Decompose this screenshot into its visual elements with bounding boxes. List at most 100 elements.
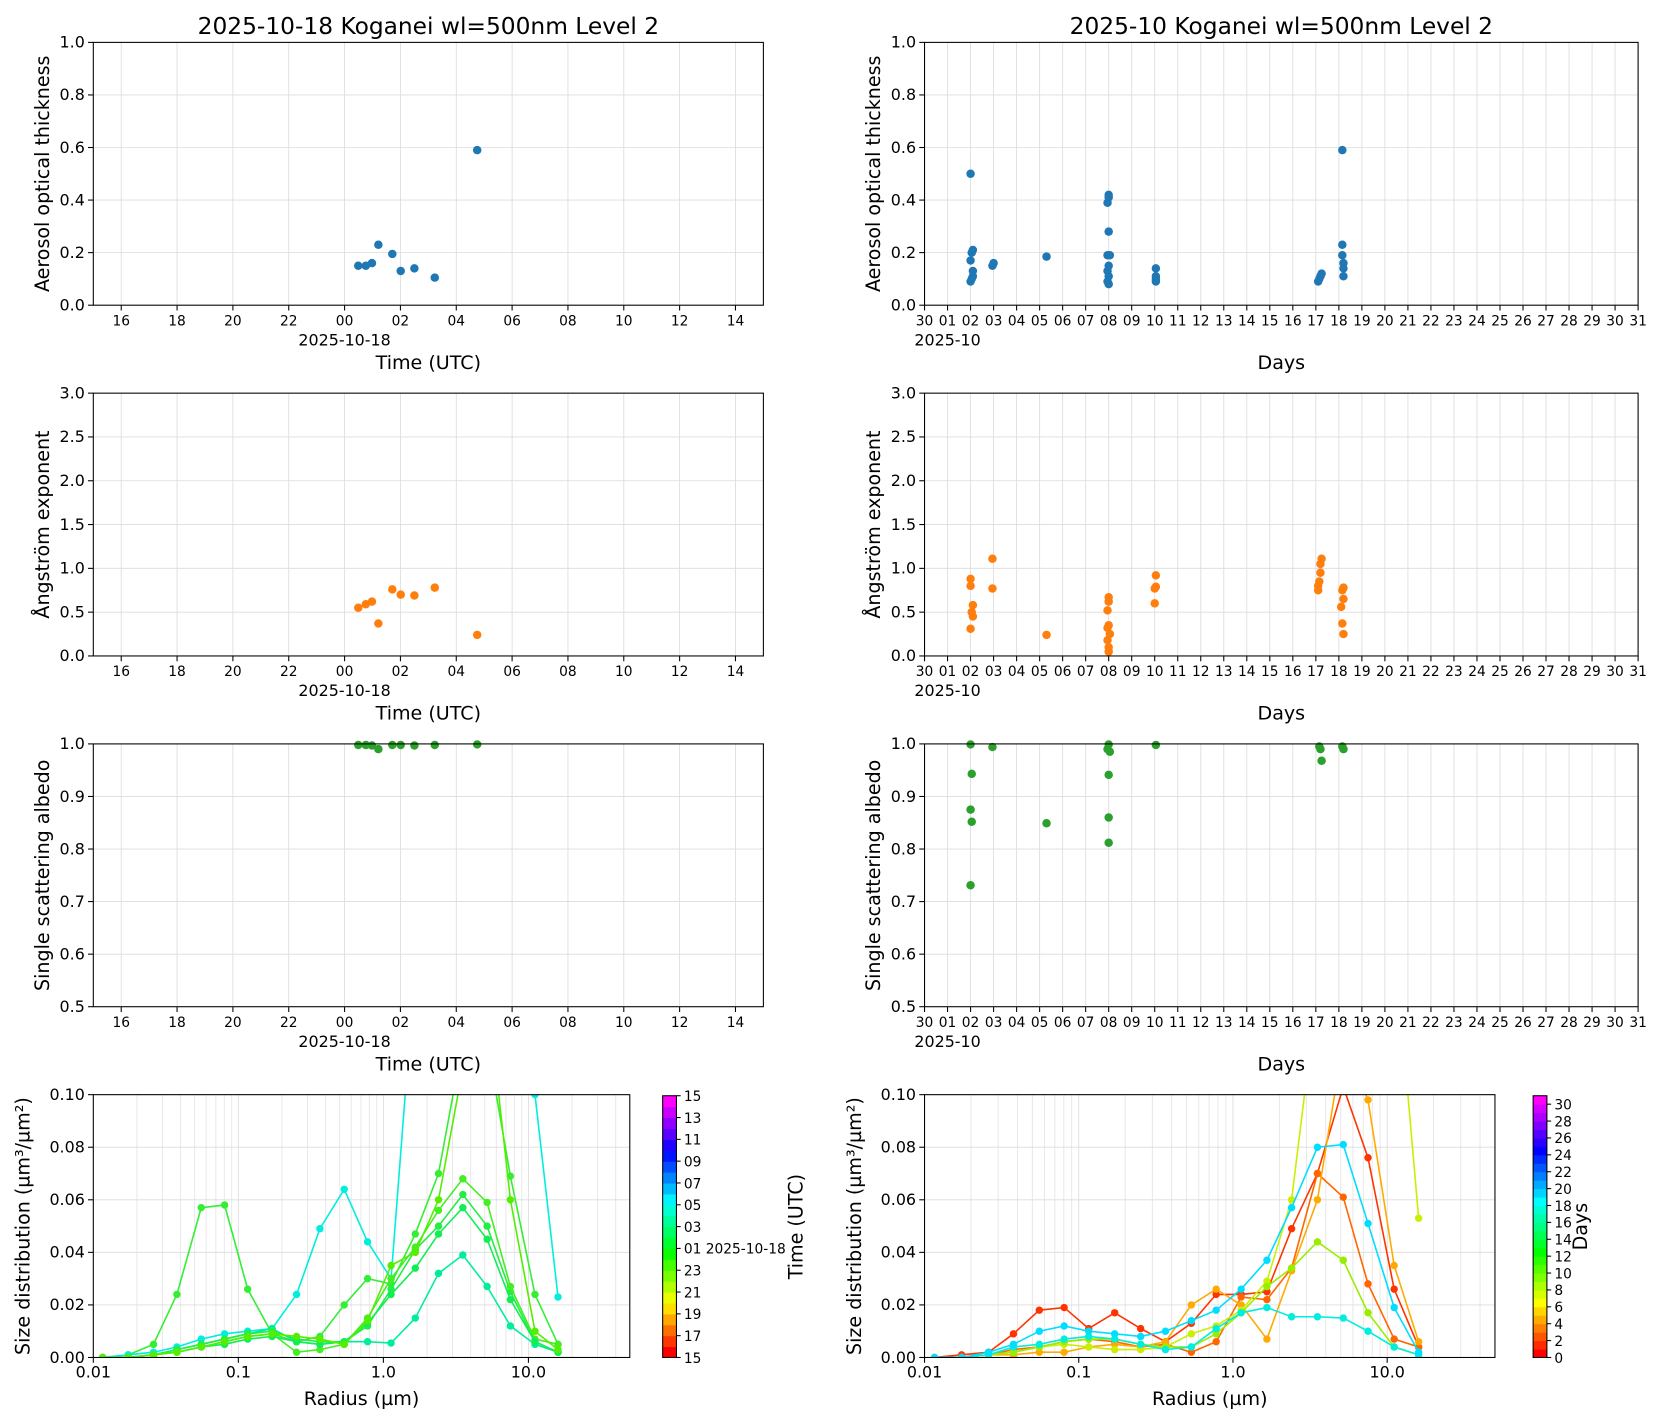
colorbar-tick-label: 0 — [1554, 1351, 1563, 1367]
point — [1009, 1330, 1018, 1338]
x-tick-label: 04 — [447, 1015, 465, 1031]
y-tick-label: 0.6 — [60, 138, 85, 157]
x-tick-label: 21 — [1399, 664, 1417, 680]
x-tick-label: 26 — [1514, 1015, 1532, 1031]
y-tick-label: 0.08 — [881, 1138, 916, 1157]
y-tick-label: 0.5 — [60, 602, 85, 621]
point — [1237, 1301, 1245, 1309]
point — [1150, 599, 1159, 608]
y-tick-label: 2.5 — [60, 427, 85, 446]
point — [388, 585, 397, 594]
point — [387, 1290, 395, 1299]
y-tick-label: 0.0 — [60, 646, 85, 665]
x-tick-label: 16 — [112, 1015, 130, 1031]
x-tick-label: 25 — [1491, 313, 1509, 329]
x-tick-label: 12 — [671, 1015, 689, 1031]
point — [1313, 1238, 1322, 1246]
point — [1237, 1309, 1245, 1317]
colorbar-step — [662, 1237, 677, 1249]
y-tick-label: 0.8 — [891, 85, 916, 104]
colorbar-step — [1533, 1264, 1547, 1274]
x-tick-label: 10 — [615, 313, 633, 329]
point — [1104, 813, 1113, 822]
point — [1212, 1285, 1220, 1293]
colorbar-tick-label: 12 — [1554, 1249, 1572, 1265]
colorbar-frame — [1532, 1095, 1548, 1359]
point — [374, 240, 383, 249]
point — [340, 1301, 348, 1309]
point — [1042, 819, 1051, 828]
x-tick-label: 01 — [939, 1015, 957, 1031]
x-tick-label: 27 — [1537, 664, 1555, 680]
point — [1340, 1083, 1347, 1090]
x-tick-label: 11 — [1169, 664, 1187, 680]
point — [1103, 606, 1112, 615]
series-line — [934, 1240, 1419, 1358]
y-tick-label: 0.8 — [60, 85, 85, 104]
colorbar-step — [1533, 1332, 1547, 1342]
x-tick-label: 06 — [1054, 313, 1072, 329]
chart-title: 2025-10 Koganei wl=500nm Level 2 — [1070, 13, 1493, 40]
x-tick-label: 30 — [916, 313, 934, 329]
x-tick-label: 16 — [1284, 1015, 1302, 1031]
point — [1042, 630, 1051, 640]
point — [1105, 251, 1115, 260]
point — [1035, 1348, 1044, 1356]
y-axis-label: Aerosol optical thickness — [32, 56, 54, 293]
x-date-label: 2025-10-18 — [298, 330, 390, 349]
y-axis-label: Size distribution (µm³/µm²) — [844, 1097, 866, 1355]
y-tick-label: 0.04 — [881, 1243, 916, 1262]
point — [483, 1282, 491, 1291]
point — [220, 1338, 229, 1346]
x-tick-label: 26 — [1514, 313, 1532, 329]
point — [1110, 1345, 1119, 1354]
y-tick-label: 1.0 — [891, 33, 916, 52]
y-tick-label: 1.5 — [60, 515, 85, 534]
colorbar-tick-label: 2 — [1554, 1334, 1563, 1350]
point — [197, 1203, 205, 1212]
point — [459, 1251, 467, 1259]
point — [434, 1206, 443, 1215]
point — [1390, 1335, 1398, 1343]
point — [957, 1353, 966, 1358]
point — [459, 1203, 467, 1212]
x-tick-label: 28 — [1560, 664, 1578, 680]
y-tick-label: 0.02 — [881, 1295, 916, 1314]
series-line — [102, 1094, 559, 1358]
x-tick-label: 14 — [1238, 664, 1256, 680]
colorbar-step — [662, 1204, 677, 1217]
x-tick-label: 01 — [939, 313, 957, 329]
point — [1151, 571, 1161, 580]
point — [1287, 1203, 1296, 1212]
x-tick-label: 09 — [1123, 664, 1141, 680]
point — [197, 1335, 205, 1343]
colorbar-step — [1533, 1281, 1547, 1291]
point — [1364, 1309, 1372, 1317]
y-tick-label: 2.5 — [891, 427, 916, 446]
x-tick-label: 26 — [1514, 664, 1532, 680]
point — [430, 583, 440, 592]
colorbar-tick-label: 20 — [1554, 1182, 1572, 1198]
point — [1110, 1335, 1119, 1343]
point — [1313, 1169, 1322, 1178]
point — [1339, 744, 1348, 754]
point — [1035, 1340, 1044, 1349]
y-axis-label: Aerosol optical thickness — [863, 56, 885, 293]
x-tick-label: 14 — [1238, 313, 1256, 329]
x-date-label: 2025-10-18 — [298, 1032, 390, 1051]
x-axis-label: Days — [1258, 352, 1306, 374]
point — [1104, 647, 1113, 656]
colorbar-step — [662, 1226, 677, 1239]
point — [410, 264, 419, 273]
point — [1104, 227, 1113, 236]
y-tick-label: 2.0 — [891, 471, 916, 490]
colorbar-step — [1533, 1104, 1547, 1114]
x-axis-label: Days — [1258, 1053, 1306, 1075]
x-tick-label: 22 — [280, 313, 298, 329]
x-tick-label: 18 — [1330, 664, 1348, 680]
point — [1136, 1332, 1145, 1341]
point — [1316, 568, 1325, 577]
point — [1390, 1261, 1398, 1270]
point — [363, 1274, 372, 1283]
